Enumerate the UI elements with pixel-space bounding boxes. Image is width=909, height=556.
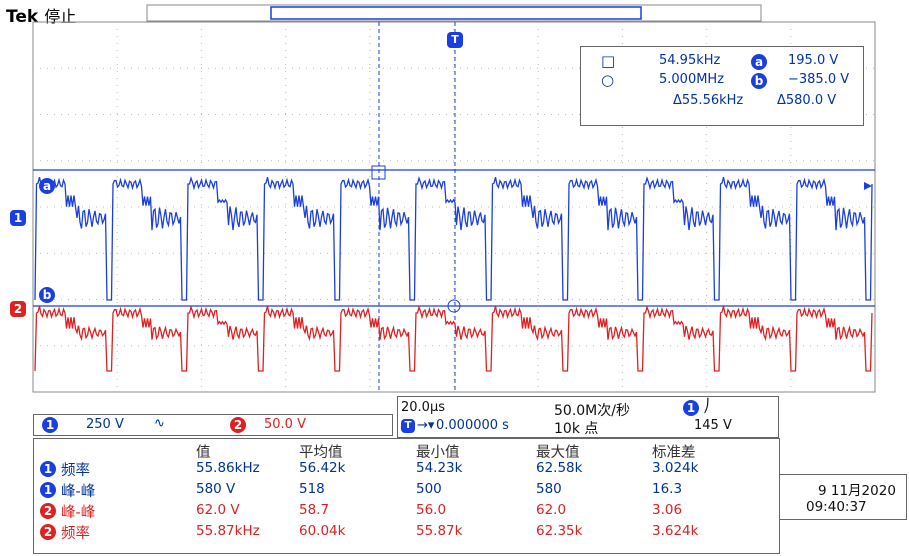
record-length: 10k 点 bbox=[554, 421, 599, 437]
run-state: 停止 bbox=[44, 7, 77, 26]
row-value: 55.86kHz bbox=[196, 460, 260, 476]
row-name: 峰-峰 bbox=[61, 505, 96, 521]
horizontal-position: 0.000000 s bbox=[436, 418, 509, 433]
ch2-scale: 50.0 V bbox=[264, 417, 306, 432]
date: 9 11月2020 bbox=[818, 483, 896, 499]
row-std: 16.3 bbox=[652, 481, 683, 497]
circle-cursor-icon: ○ bbox=[601, 71, 615, 89]
square-cursor-icon: □ bbox=[601, 52, 616, 70]
header-std: 标准差 bbox=[652, 445, 696, 461]
row-std: 3.624k bbox=[652, 523, 699, 539]
row-ch-badge: 1 bbox=[40, 461, 56, 477]
ch2-badge[interactable]: 2 bbox=[230, 417, 246, 433]
ch2-waveform bbox=[34, 305, 873, 372]
ch1-waveform bbox=[34, 176, 873, 301]
cursor-delta-volt: Δ580.0 V bbox=[777, 93, 837, 108]
row-std: 3.06 bbox=[652, 502, 683, 518]
trigger-marker[interactable]: T bbox=[447, 32, 463, 48]
row-name: 频率 bbox=[61, 526, 90, 542]
trigger-slope-icon: ⎠ bbox=[703, 399, 710, 414]
row-max: 580 bbox=[536, 481, 562, 497]
row-max: 62.35k bbox=[536, 523, 583, 539]
cursor-circle-marker bbox=[447, 299, 461, 313]
ch1-coupling-icon: ∿ bbox=[154, 416, 165, 431]
header-min: 最小值 bbox=[416, 445, 460, 461]
ch1-badge[interactable]: 1 bbox=[42, 417, 58, 433]
sample-rate: 50.0M次/秒 bbox=[554, 403, 630, 419]
trigger-level-arrow bbox=[864, 182, 872, 190]
row-mean: 56.42k bbox=[299, 460, 346, 476]
time-per-div: 20.0µs bbox=[401, 400, 445, 415]
time: 09:40:37 bbox=[806, 499, 867, 515]
ch2-ground-marker[interactable]: 2 bbox=[10, 301, 26, 317]
row-name: 频率 bbox=[61, 463, 90, 479]
row-value: 580 V bbox=[196, 481, 236, 497]
record-window bbox=[270, 6, 642, 20]
row-ch-badge: 2 bbox=[40, 503, 56, 519]
arrow-icon: →▾ bbox=[417, 418, 435, 433]
trigger-source-badge[interactable]: 1 bbox=[683, 400, 699, 416]
brand-logo: Tek bbox=[6, 7, 39, 27]
row-ch-badge: 2 bbox=[40, 524, 56, 540]
trigger-pos-icon: T bbox=[401, 419, 415, 433]
header-max: 最大值 bbox=[536, 445, 580, 461]
header-mean: 平均值 bbox=[299, 445, 343, 461]
trigger-level: 145 V bbox=[694, 418, 732, 433]
record-bar bbox=[146, 4, 762, 22]
cursor-b-badge: b bbox=[751, 73, 767, 89]
cursor-a-badge: a bbox=[751, 54, 767, 70]
cursor-a-volt: 195.0 V bbox=[788, 53, 839, 68]
row-max: 62.0 bbox=[536, 502, 567, 518]
header-value: 值 bbox=[196, 445, 211, 461]
ch1-ground-marker[interactable]: 1 bbox=[10, 210, 26, 226]
row-ch-badge: 1 bbox=[40, 482, 56, 498]
waveform-display bbox=[32, 4, 876, 393]
cursor-readout: □ 54.95kHz a 195.0 V ○ 5.000MHz b −385.0… bbox=[580, 46, 864, 126]
row-std: 3.024k bbox=[652, 460, 699, 476]
cursor-a-freq: 54.95kHz bbox=[659, 53, 721, 68]
row-min: 56.0 bbox=[416, 502, 447, 518]
row-min: 54.23k bbox=[416, 460, 463, 476]
row-value: 62.0 V bbox=[196, 502, 240, 518]
row-max: 62.58k bbox=[536, 460, 583, 476]
row-min: 500 bbox=[416, 481, 442, 497]
row-mean: 518 bbox=[299, 481, 325, 497]
row-min: 55.87k bbox=[416, 523, 463, 539]
cursor-b-marker[interactable]: b bbox=[39, 287, 55, 303]
brand-status: Tek 停止 bbox=[6, 3, 76, 27]
row-mean: 60.04k bbox=[299, 523, 346, 539]
cursor-b-freq: 5.000MHz bbox=[659, 72, 725, 87]
measurements-table: 值 平均值 最小值 最大值 标准差 1 频率 55.86kHz 56.42k 5… bbox=[33, 438, 780, 554]
row-mean: 58.7 bbox=[299, 502, 330, 518]
datetime-panel: 9 11月2020 09:40:37 bbox=[779, 474, 907, 520]
cursor-delta-freq: Δ55.56kHz bbox=[673, 93, 744, 108]
ch1-scale: 250 V bbox=[86, 417, 124, 432]
timebase-panel: 20.0µs 50.0M次/秒 1 ⎠ T →▾ 0.000000 s 10k … bbox=[397, 396, 779, 438]
cursor-square-marker bbox=[371, 165, 386, 180]
row-name: 峰-峰 bbox=[61, 484, 96, 500]
row-value: 55.87kHz bbox=[196, 523, 260, 539]
channel-scales: 1 250 V ∿ 2 50.0 V bbox=[33, 414, 393, 436]
cursor-a-marker[interactable]: a bbox=[39, 178, 55, 194]
cursor-b-volt: −385.0 V bbox=[788, 72, 850, 87]
